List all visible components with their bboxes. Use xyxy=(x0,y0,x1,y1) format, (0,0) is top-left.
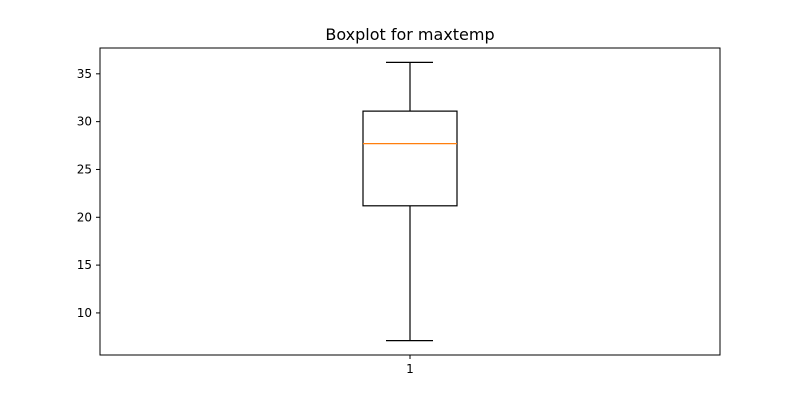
y-tick-label: 10 xyxy=(77,306,92,320)
boxplot-series xyxy=(362,61,458,342)
y-axis: 10 15 20 25 30 35 xyxy=(77,67,100,320)
interquartile-box xyxy=(362,110,458,207)
chart-title: Boxplot for maxtemp xyxy=(325,25,494,44)
x-axis: 1 xyxy=(406,355,414,376)
y-tick-label: 25 xyxy=(77,162,92,176)
y-tick-label: 30 xyxy=(77,115,92,129)
y-tick-label: 35 xyxy=(77,67,92,81)
y-tick-label: 15 xyxy=(77,258,92,272)
x-tick-label: 1 xyxy=(406,362,414,376)
y-tick-label: 20 xyxy=(77,210,92,224)
